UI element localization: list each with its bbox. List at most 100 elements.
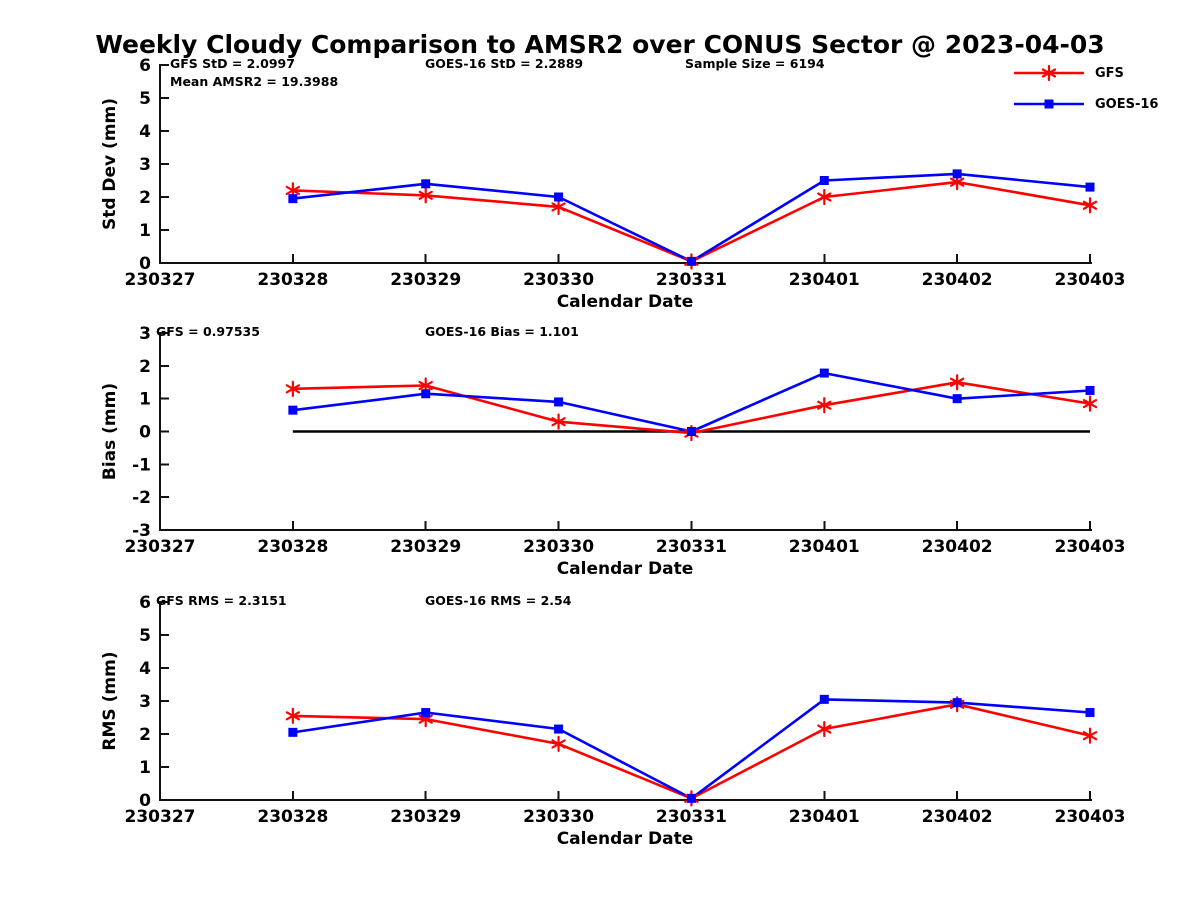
y-tick-label: 2 [139, 357, 151, 377]
stat-annotation: GOES-16 RMS = 2.54 [425, 593, 572, 608]
x-tick-label: 230328 [257, 270, 328, 290]
marker-asterisk-gfs [551, 413, 566, 430]
marker-asterisk-gfs [817, 720, 832, 738]
legend: GFS GOES-16 [1012, 64, 1158, 126]
series-line-gfs [292, 702, 1091, 800]
x-axis-label: Calendar Date [557, 559, 694, 579]
x-tick-label: 230330 [523, 537, 594, 557]
x-tick-label: 230401 [789, 537, 860, 557]
marker-asterisk-gfs [551, 735, 566, 753]
marker-square-goes-16 [288, 194, 298, 204]
legend-asterisk-icon [1014, 64, 1084, 82]
page-title: Weekly Cloudy Comparison to AMSR2 over C… [95, 30, 1105, 59]
marker-square-goes-16 [1085, 182, 1095, 192]
marker-asterisk-gfs [285, 707, 301, 724]
marker-square-goes-16 [952, 698, 962, 708]
series-line-goes-16 [292, 698, 1091, 800]
x-tick-label: 230327 [125, 537, 196, 557]
x-tick-label: 230403 [1055, 270, 1126, 290]
legend-item-goes-16: GOES-16 [1012, 95, 1158, 113]
legend-marker [1044, 99, 1054, 109]
legend-marker [1041, 64, 1057, 82]
x-tick-label: 230327 [125, 807, 196, 827]
y-tick-label: 6 [139, 56, 151, 76]
y-tick-label: 2 [139, 725, 151, 745]
x-tick-label: 230330 [523, 807, 594, 827]
y-tick-label: 2 [139, 188, 151, 208]
marker-square-goes-16 [1085, 385, 1095, 395]
x-tick-label: 230401 [789, 270, 860, 290]
y-tick-label: 3 [139, 155, 151, 175]
marker-asterisk-gfs [817, 188, 832, 206]
x-axis-label: Calendar Date [557, 292, 694, 312]
marker-asterisk-gfs [1082, 395, 1098, 412]
stat-annotation: GFS RMS = 2.3151 [156, 593, 287, 608]
stat-annotation: GOES-16 Bias = 1.101 [425, 324, 579, 339]
series-line-goes-16 [292, 172, 1091, 263]
series-line-gfs [292, 180, 1091, 263]
y-tick-label: 0 [139, 791, 151, 811]
y-tick-label: 0 [139, 423, 151, 443]
y-tick-label: 5 [139, 626, 151, 646]
y-tick-label: 1 [139, 758, 151, 778]
marker-square-goes-16 [554, 724, 564, 734]
marker-asterisk-gfs [1082, 197, 1098, 214]
marker-asterisk-gfs [418, 187, 433, 204]
y-tick-label: -3 [132, 521, 151, 541]
marker-square-goes-16 [554, 397, 564, 407]
x-tick-label: 230403 [1055, 537, 1126, 557]
y-tick-label: 1 [139, 390, 151, 410]
y-axis-label: RMS (mm) [100, 651, 120, 750]
marker-square-goes-16 [952, 169, 962, 179]
y-tick-label: 3 [139, 692, 151, 712]
y-tick-label: 5 [139, 89, 151, 109]
x-tick-label: 230327 [125, 270, 196, 290]
x-tick-label: 230402 [922, 537, 993, 557]
marker-square-goes-16 [288, 405, 298, 415]
y-tick-label: 0 [139, 254, 151, 274]
marker-square-goes-16 [819, 368, 829, 378]
marker-square-goes-16 [421, 179, 431, 189]
marker-asterisk-gfs [285, 380, 301, 397]
marker-square-goes-16 [819, 176, 829, 185]
y-tick-label: 4 [139, 122, 151, 142]
y-tick-label: 6 [139, 593, 151, 613]
stat-annotation: Sample Size = 6194 [685, 56, 825, 71]
subplot-rms: 0 1 2 3 4 5 6 230327 230328 230329 230330 230331 230… [100, 593, 1125, 849]
stat-annotation: Mean AMSR2 = 19.3988 [170, 74, 338, 89]
stat-annotation: GFS StD = 2.0997 [170, 56, 295, 71]
stat-annotation: GOES-16 StD = 2.2889 [425, 56, 583, 71]
marker-square-goes-16 [421, 389, 431, 399]
x-tick-label: 230401 [789, 807, 860, 827]
x-tick-label: 230331 [656, 807, 727, 827]
marker-square-goes-16 [288, 727, 298, 737]
y-tick-label: 1 [139, 221, 151, 241]
marker-square-goes-16 [686, 427, 696, 436]
marker-square-goes-16 [554, 192, 564, 202]
marker-asterisk-gfs [551, 198, 566, 215]
marker-asterisk-gfs [1082, 727, 1098, 744]
legend-item-gfs: GFS [1012, 64, 1158, 82]
marker-square-goes-16 [1085, 708, 1095, 718]
marker-asterisk-gfs [949, 374, 965, 391]
marker-square-goes-16 [686, 793, 696, 803]
y-tick-label: -2 [132, 488, 151, 508]
subplot-bias: -3 -2 -1 0 1 2 3 230327 230328 230329 230330 230331… [100, 324, 1125, 579]
x-tick-label: 230329 [390, 270, 461, 290]
x-tick-label: 230329 [390, 537, 461, 557]
y-axis-label: Std Dev (mm) [100, 98, 120, 230]
x-tick-label: 230402 [922, 270, 993, 290]
y-tick-label: -1 [132, 455, 151, 475]
x-tick-label: 230403 [1055, 807, 1126, 827]
x-tick-label: 230402 [922, 807, 993, 827]
legend-label: GFS [1095, 65, 1124, 81]
x-tick-label: 230331 [656, 270, 727, 290]
y-tick-label: 4 [139, 659, 151, 679]
y-tick-label: 3 [139, 324, 151, 344]
stat-annotation: GFS = 0.97535 [156, 324, 260, 339]
legend-label: GOES-16 [1095, 96, 1159, 112]
marker-square-goes-16 [819, 694, 829, 704]
marker-square-goes-16 [686, 256, 696, 266]
